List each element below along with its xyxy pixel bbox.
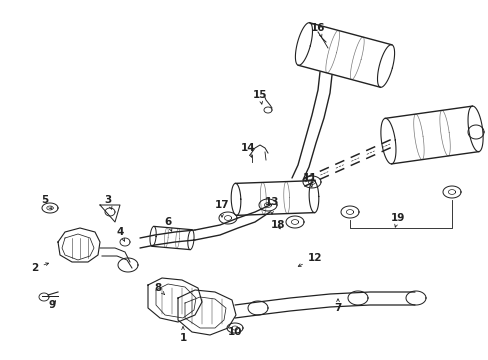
- Text: 17: 17: [214, 200, 229, 217]
- Text: 9: 9: [48, 300, 56, 310]
- Text: 14: 14: [240, 143, 255, 157]
- Text: 7: 7: [334, 299, 341, 313]
- Text: 5: 5: [41, 195, 51, 209]
- Text: 12: 12: [298, 253, 322, 266]
- Text: 1: 1: [179, 327, 186, 343]
- Text: 10: 10: [227, 327, 242, 337]
- Text: 19: 19: [390, 213, 405, 227]
- Text: 8: 8: [154, 283, 164, 294]
- Text: 2: 2: [31, 263, 48, 273]
- Text: 16: 16: [310, 23, 325, 37]
- Text: 6: 6: [164, 217, 172, 231]
- Text: 13: 13: [264, 197, 279, 214]
- Text: 18: 18: [270, 220, 285, 230]
- Text: 15: 15: [252, 90, 267, 104]
- Text: 3: 3: [104, 195, 112, 209]
- Text: 11: 11: [302, 173, 317, 187]
- Text: 4: 4: [116, 227, 124, 241]
